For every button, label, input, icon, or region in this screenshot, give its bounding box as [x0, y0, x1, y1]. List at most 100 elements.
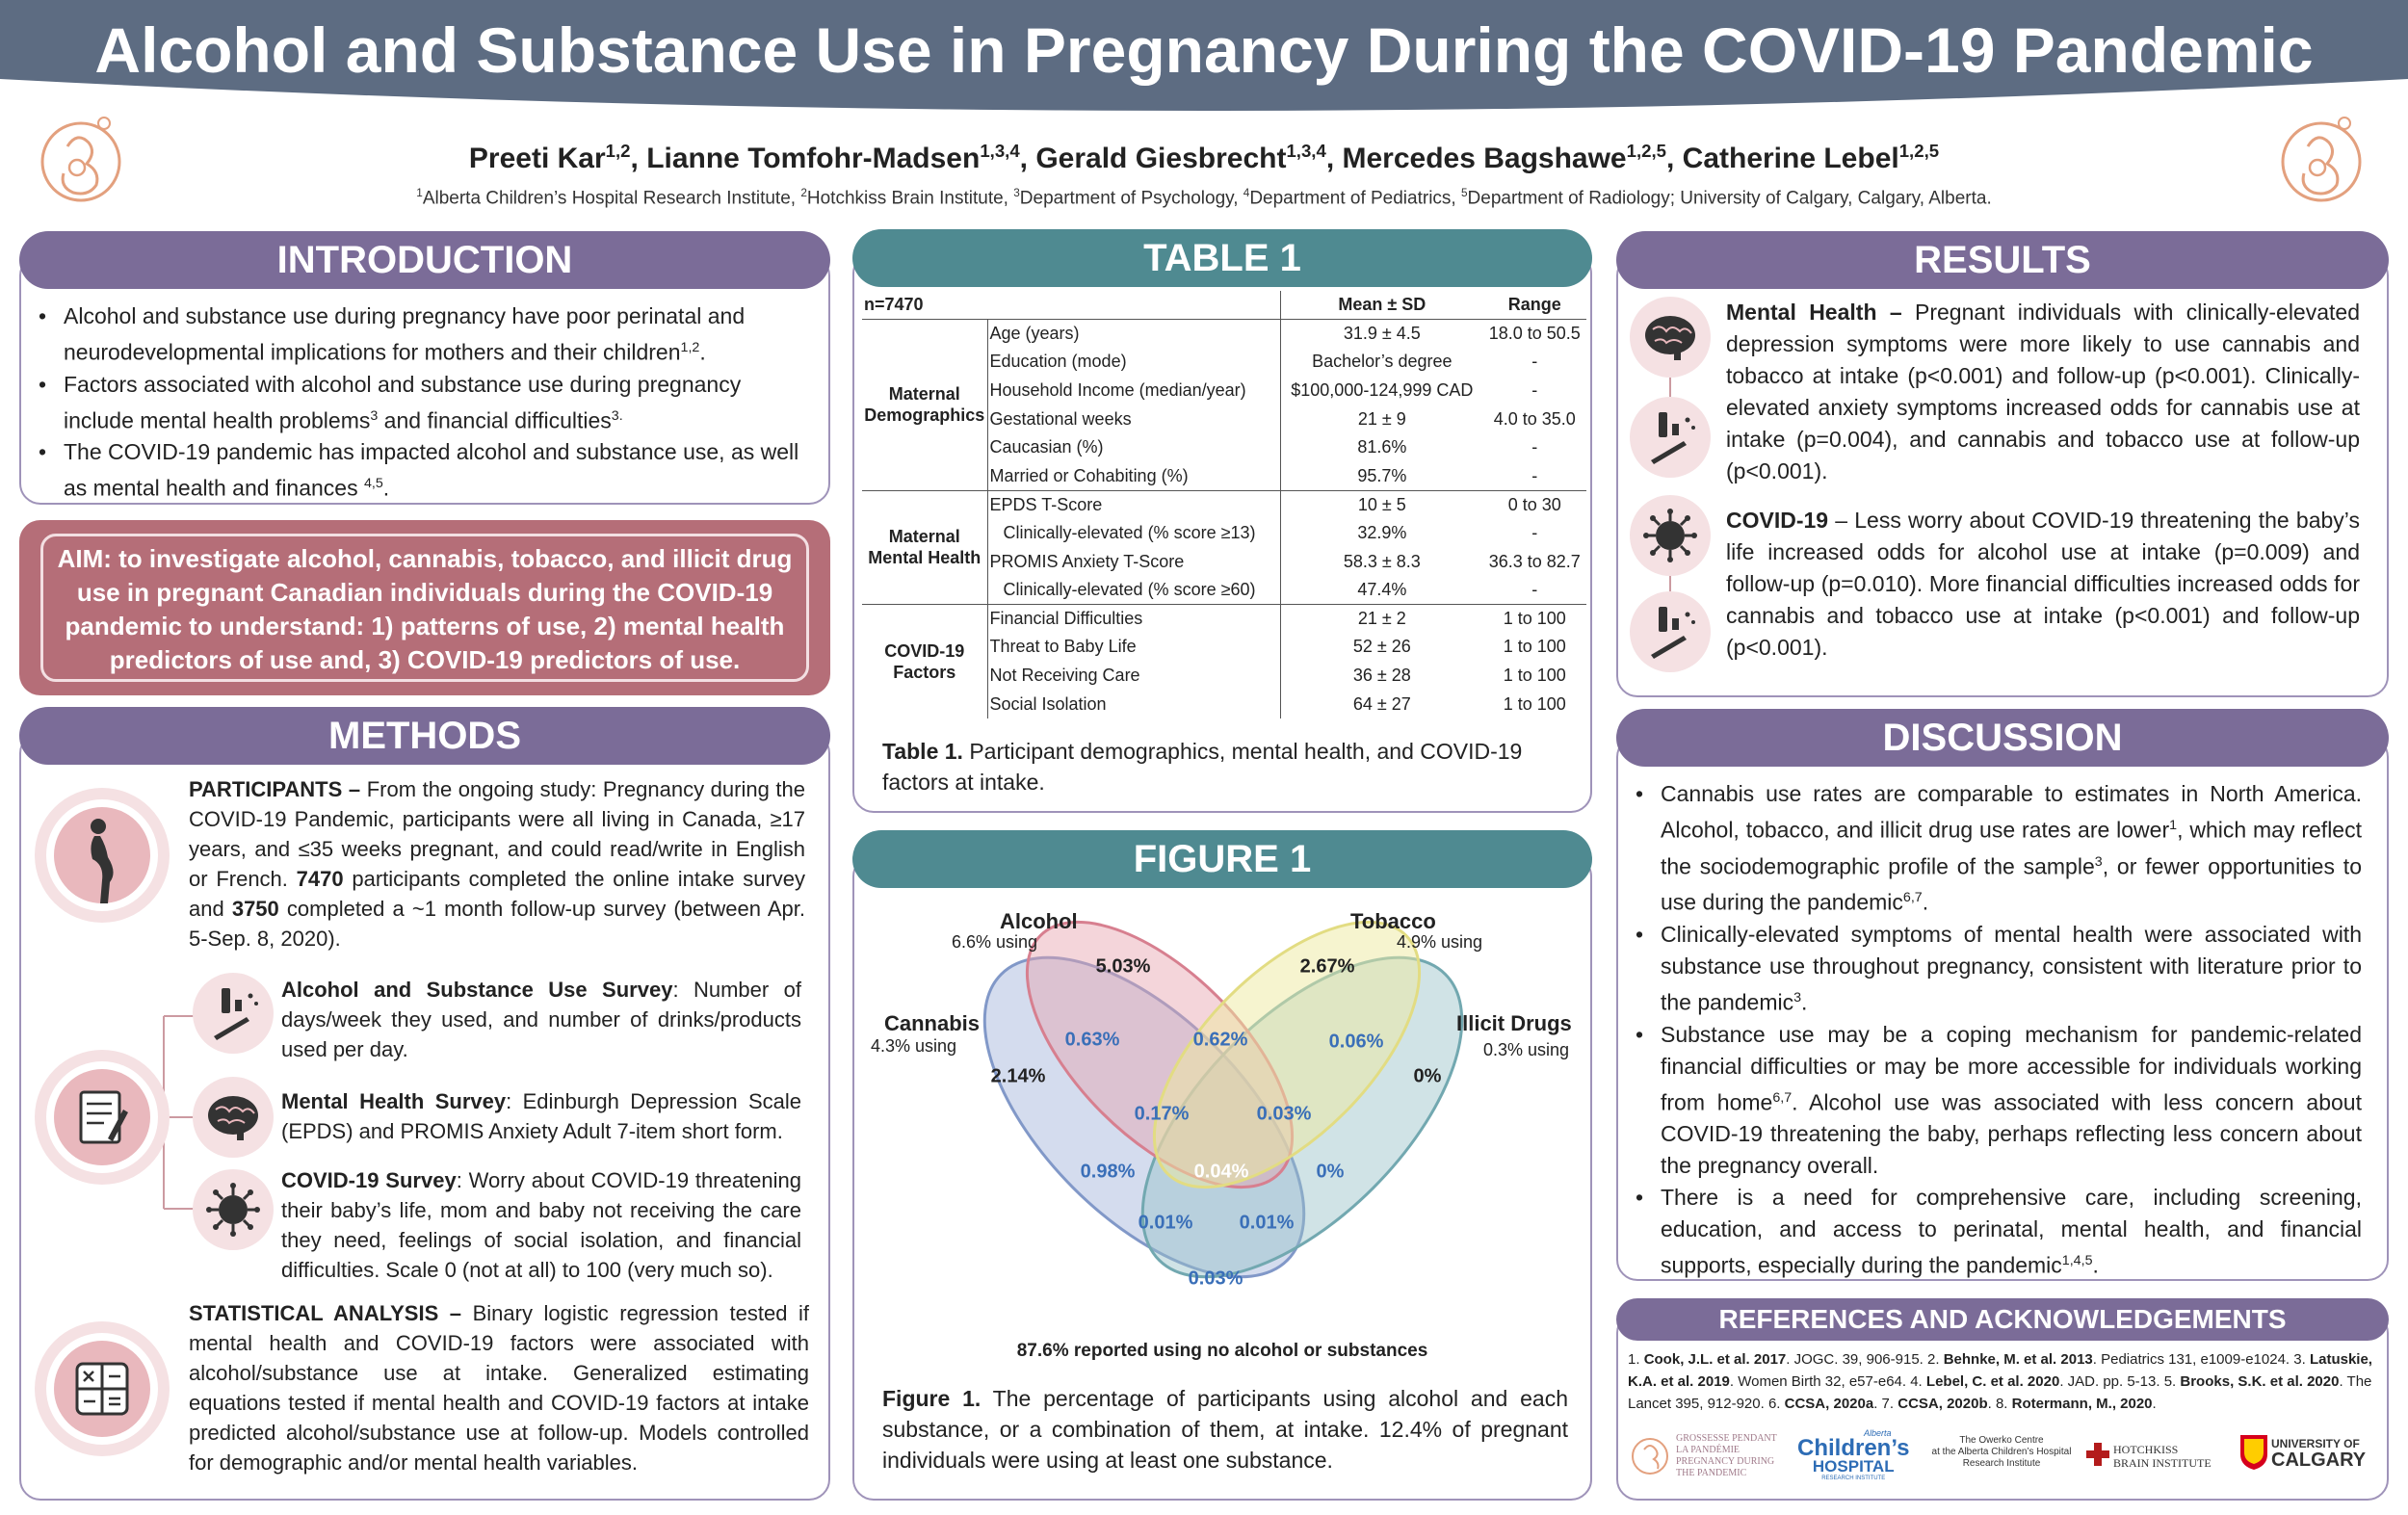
table-row: Social Isolation 64 ± 27 1 to 100: [862, 690, 1586, 718]
venn-using-tobacco: 4.9% using: [1397, 932, 1483, 952]
row-range: 0 to 30: [1482, 489, 1586, 519]
venn-label-cannabis: Cannabis: [884, 1011, 981, 1035]
row-label: Education (mode): [986, 348, 1281, 377]
uofc-crest-icon: [2240, 1435, 2267, 1470]
row-label: Threat to Baby Life: [986, 633, 1281, 662]
calculator-icon: [35, 1321, 170, 1456]
aim-text: AIM: to investigate alcohol, cannabis, t…: [40, 534, 809, 682]
row-range: -: [1531, 579, 1538, 599]
poster-title: Alcohol and Substance Use in Pregnancy D…: [94, 14, 2314, 86]
row-range: -: [1531, 352, 1538, 372]
venn-region-value: 2.67%: [1299, 955, 1355, 978]
table1: n=7470 Mean ± SD Range Maternal Demograp…: [862, 291, 1586, 718]
col-range: Range: [1507, 295, 1561, 315]
row-range: 18.0 to 50.5: [1482, 319, 1586, 349]
group-label: COVID-19 Factors: [862, 604, 987, 718]
venn-label-alcohol: Alcohol: [1000, 909, 1078, 933]
results-connector-2: [1669, 576, 1671, 591]
discussion-list: Cannabis use rates are comparable to est…: [1630, 778, 2362, 1282]
pregnancy-study-logo-right: [2281, 117, 2362, 202]
pregnancy-logo-small: [1632, 1438, 1668, 1475]
virus-icon: [193, 1169, 274, 1250]
row-label: Not Receiving Care: [986, 661, 1281, 691]
statistical-analysis-text: STATISTICAL ANALYSIS – Binary logistic r…: [189, 1301, 809, 1475]
intro-bullet: Alcohol and substance use during pregnan…: [33, 300, 815, 369]
alcohol-syringe-icon: [1630, 397, 1711, 478]
alcohol-syringe-icon-2: [1630, 591, 1711, 672]
venn-diagram: [982, 920, 1464, 1279]
row-range: -: [1531, 465, 1538, 485]
venn-using-alcohol: 6.6% using: [952, 932, 1038, 952]
discussion-bullet: Substance use may be a coping mechanism …: [1630, 1019, 2362, 1183]
sponsor-logos: GROSSESSE PENDANT LA PANDÉMIE PREGNANCY DU…: [1628, 1429, 2379, 1487]
row-range: 1 to 100: [1503, 666, 1566, 686]
discussion-bullet: There is a need for comprehensive care, …: [1630, 1182, 2362, 1282]
row-label: Social Isolation: [986, 690, 1281, 718]
row-label: Clinically-elevated (% score ≥60): [986, 575, 1281, 605]
title-banner: [0, 0, 2408, 111]
n-label: n=7470: [864, 295, 924, 315]
venn-region-value: 0.01%: [1138, 1212, 1193, 1234]
venn-region-value: 0%: [1413, 1065, 1442, 1087]
row-mean: Bachelor’s degree: [1280, 348, 1483, 377]
results-connector: [1669, 378, 1671, 397]
table-row: Caucasian (%) 81.6% -: [862, 432, 1586, 462]
row-mean: 10 ± 5: [1280, 489, 1483, 519]
row-range: -: [1531, 523, 1538, 543]
references-heading: REFERENCES AND ACKNOWLEDGEMENTS: [1616, 1298, 2389, 1341]
hotchkiss-cross-icon: [2086, 1443, 2109, 1466]
col-mean: Mean ± SD: [1280, 291, 1483, 320]
affiliations: 1Alberta Children’s Hospital Research In…: [416, 187, 1992, 209]
table-header-row: n=7470 Mean ± SD Range: [862, 291, 1586, 320]
introduction-list: Alcohol and substance use during pregnan…: [33, 300, 815, 505]
discussion-bullet: Clinically-elevated symptoms of mental h…: [1630, 919, 2362, 1019]
venn-region-value: 0.06%: [1328, 1031, 1384, 1053]
results-panel: [1616, 254, 2389, 697]
uofc-logo-text: UNIVERSITY OF CALGARY: [2271, 1437, 2367, 1471]
covid-survey-text: COVID-19 Survey: Worry about COVID-19 th…: [281, 1168, 801, 1282]
table-row: Household Income (median/year) $100,000-1…: [862, 376, 1586, 405]
table-row: COVID-19 Factors Financial Difficulties …: [862, 604, 1586, 718]
substance-survey-text: Alcohol and Substance Use Survey: Number…: [281, 978, 801, 1061]
methods-heading: METHODS: [19, 707, 830, 765]
row-mean: 31.9 ± 4.5: [1280, 319, 1483, 349]
discussion-bullet: Cannabis use rates are comparable to est…: [1630, 778, 2362, 919]
table-row: Married or Cohabiting (%) 95.7% -: [862, 461, 1586, 491]
table-row: PROMIS Anxiety T-Score 58.3 ± 8.3 36.3 to …: [862, 547, 1586, 576]
venn-region-value: 0.98%: [1080, 1161, 1136, 1183]
row-label: Financial Difficulties: [986, 604, 1281, 634]
venn-region-value: 0.63%: [1064, 1029, 1120, 1051]
pregnant-woman-icon: [35, 788, 170, 923]
row-range: -: [1531, 437, 1538, 457]
row-range: 4.0 to 35.0: [1493, 408, 1576, 429]
table-row: Threat to Baby Life 52 ± 26 1 to 100: [862, 633, 1586, 662]
row-range: 1 to 100: [1503, 693, 1566, 714]
row-label: Married or Cohabiting (%): [986, 461, 1281, 491]
results-covid: COVID-19 – Less worry about COVID-19 thr…: [1726, 508, 2360, 660]
brain-icon: [193, 1077, 274, 1158]
table-row: Gestational weeks 21 ± 9 4.0 to 35.0: [862, 405, 1586, 433]
pregnancy-study-logo: [40, 117, 121, 202]
venn-none-note: 87.6% reported using no alcohol or subst…: [1016, 1341, 1428, 1361]
row-range: 1 to 100: [1503, 637, 1566, 657]
venn-label-tobacco: Tobacco: [1350, 909, 1436, 933]
aim-box: AIM: to investigate alcohol, cannabis, t…: [19, 520, 830, 695]
table-row: Maternal Mental Health EPDS T-Score 10 ±…: [862, 489, 1586, 605]
intro-bullet: Factors associated with alcohol and subs…: [33, 369, 815, 437]
row-label: Caucasian (%): [986, 432, 1281, 462]
intro-bullet: The COVID-19 pandemic has impacted alcoh…: [33, 436, 815, 505]
row-mean: 21 ± 2: [1280, 604, 1483, 634]
venn-region-value: 5.03%: [1095, 955, 1151, 978]
row-mean: 58.3 ± 8.3: [1280, 547, 1483, 576]
venn-using-illicit: 0.3% using: [1483, 1040, 1570, 1059]
venn-region-value: 0.01%: [1239, 1212, 1295, 1234]
row-label: Clinically-elevated (% score ≥13): [986, 518, 1281, 548]
mental-health-survey-text: Mental Health Survey: Edinburgh Depressi…: [281, 1089, 802, 1143]
table-row: Education (mode) Bachelor’s degree -: [862, 348, 1586, 377]
row-mean: 52 ± 26: [1280, 633, 1483, 662]
row-mean: 32.9%: [1280, 518, 1483, 548]
row-mean: 95.7%: [1280, 461, 1483, 491]
venn-region-value: 0.03%: [1256, 1103, 1312, 1125]
figure1-heading: FIGURE 1: [852, 830, 1592, 888]
venn-region-value: 2.14%: [990, 1065, 1046, 1087]
